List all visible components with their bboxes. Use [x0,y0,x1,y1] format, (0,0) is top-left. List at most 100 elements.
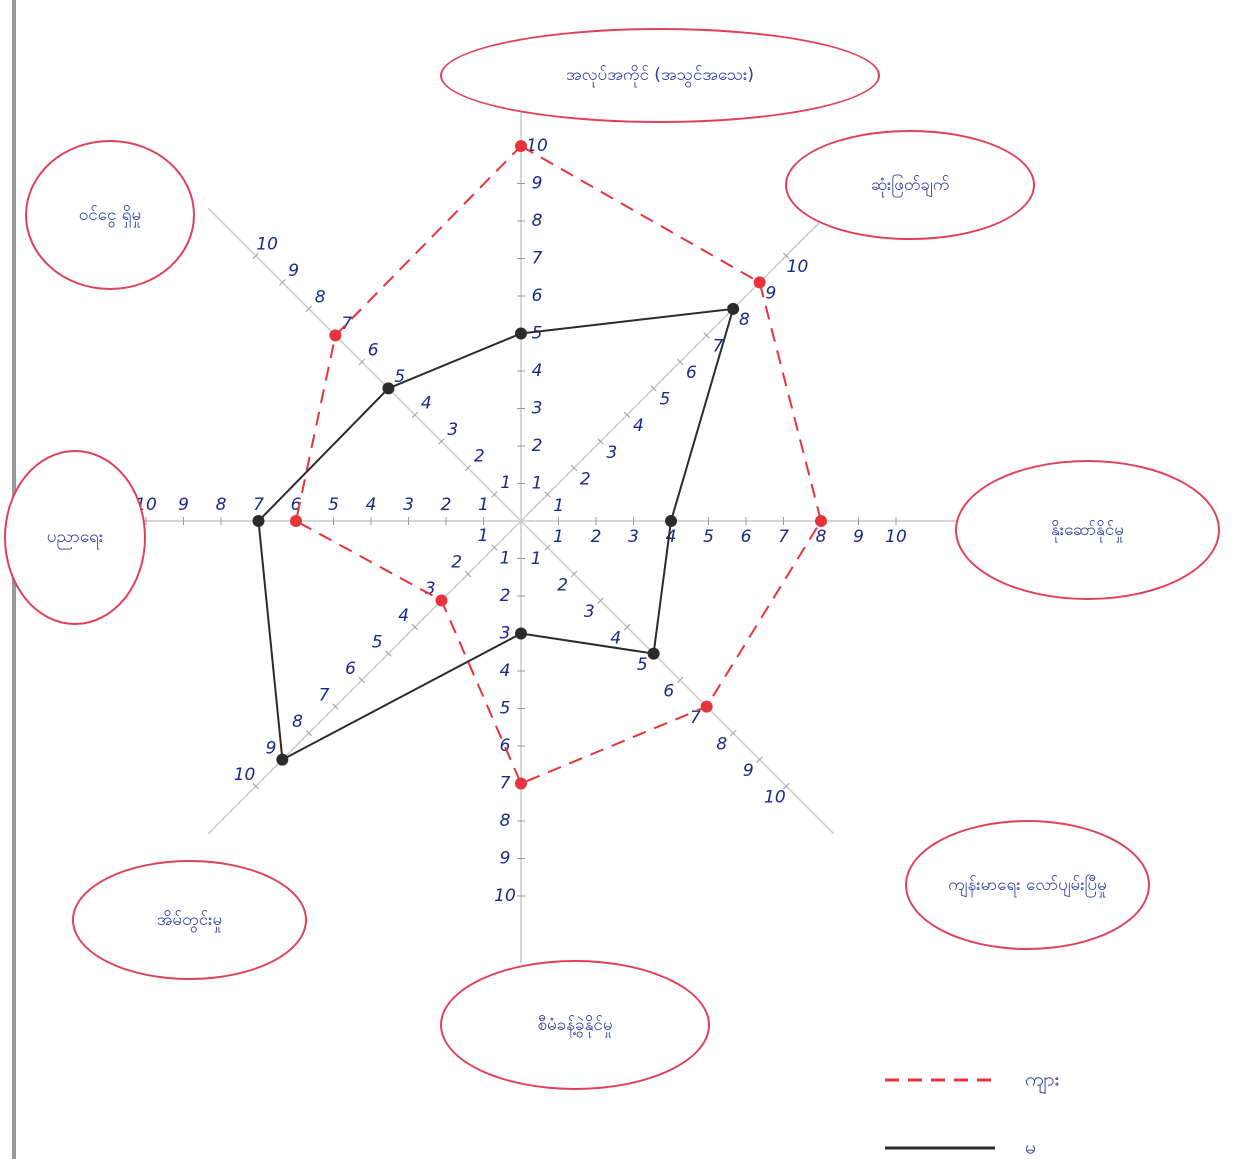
tick-label: 5 [703,527,714,547]
series-point [753,276,766,289]
tick-mark [544,544,551,551]
tick-mark [782,252,790,260]
tick-label: 7 [690,708,701,728]
tick-label: 3 [584,602,595,622]
tick-mark [385,650,392,657]
tick-label: 2 [580,469,591,489]
series-point [382,382,395,395]
category-label: အလုပ်အကိုင် (အသွင်အသေး) [440,28,880,123]
tick-label: 7 [532,249,543,269]
tick-label: 10 [494,886,516,906]
tick-label: 4 [666,527,677,547]
tick-mark [676,358,684,366]
axis-line [520,207,835,522]
series-point [435,594,448,607]
tick-label: 2 [532,436,543,456]
series-point [727,302,740,315]
tick-mark [703,332,710,339]
series-point [815,515,827,527]
tick-label: 2 [591,527,602,547]
tick-label: 5 [394,367,405,387]
series-point [700,700,713,713]
series-point [665,515,677,527]
tick-label: 1 [478,495,489,515]
category-label: စီမံခန့်ခွဲနိုင်မှု [440,960,710,1090]
tick-label: 1 [532,474,543,494]
tick-label: 3 [425,579,436,599]
tick-label: 1 [478,526,489,546]
tick-mark [597,597,604,604]
tick-mark [464,464,472,472]
axis-line [520,520,835,835]
tick-mark [438,438,445,445]
tick-label: 3 [500,624,511,644]
tick-mark [782,782,790,790]
tick-label: 8 [500,811,511,831]
tick-label: 9 [743,761,754,781]
tick-label: 6 [368,341,379,361]
tick-label: 9 [288,261,299,281]
tick-mark [570,464,578,472]
tick-label: 3 [606,443,617,463]
series-point [515,140,527,152]
series-line [257,307,735,762]
tick-label: 2 [451,553,462,573]
category-label: ပညာရေး [4,450,146,625]
legend-label: မ [1025,1137,1036,1159]
tick-label: 3 [628,527,639,547]
category-label: အိမ်တွင်းမှု [72,860,307,980]
tick-label: 6 [741,527,752,547]
tick-label: 2 [500,586,511,606]
tick-label: 1 [553,496,564,516]
tick-label: 7 [253,495,264,515]
series-point [515,777,527,790]
tick-mark [411,623,419,631]
tick-label: 9 [500,849,511,869]
tick-mark [729,729,737,737]
tick-label: 6 [663,681,674,701]
tick-label: 3 [403,495,414,515]
tick-label: 5 [500,699,511,719]
tick-mark [332,703,339,710]
tick-label: 10 [234,765,256,785]
tick-label: 3 [447,420,458,440]
tick-label: 9 [266,738,277,758]
tick-mark [570,570,578,578]
tick-mark [491,544,498,551]
tick-mark [544,491,551,498]
tick-label: 8 [816,527,827,547]
tick-label: 7 [500,774,511,794]
tick-mark [650,385,657,392]
tick-mark [491,491,498,498]
tick-label: 1 [500,549,511,569]
tick-label: 1 [500,473,511,493]
legend-label: ကျား [1025,1069,1059,1095]
tick-label: 10 [526,136,548,156]
tick-mark [358,676,366,684]
tick-mark [597,438,604,445]
tick-mark [305,729,313,737]
tick-label: 4 [633,416,644,436]
series-point [647,647,660,660]
tick-label: 4 [532,361,543,381]
tick-mark [756,756,763,763]
tick-mark [411,411,419,419]
category-label: ဝင်ငွေ ရှိမှု [25,140,195,290]
tick-label: 7 [319,685,330,705]
tick-label: 1 [553,527,564,547]
tick-label: 4 [366,495,377,515]
tick-label: 2 [441,495,452,515]
series-point [515,327,527,340]
tick-mark [464,570,472,578]
tick-label: 8 [716,734,727,754]
tick-label: 8 [315,288,326,308]
series-point [276,753,289,766]
tick-mark [623,623,631,631]
tick-label: 3 [532,399,543,419]
category-label: ဆုံးဖြတ်ချက် [785,130,1035,240]
tick-label: 5 [659,390,670,410]
tick-label: 6 [686,363,697,383]
tick-label: 4 [610,628,621,648]
tick-label: 10 [764,787,786,807]
